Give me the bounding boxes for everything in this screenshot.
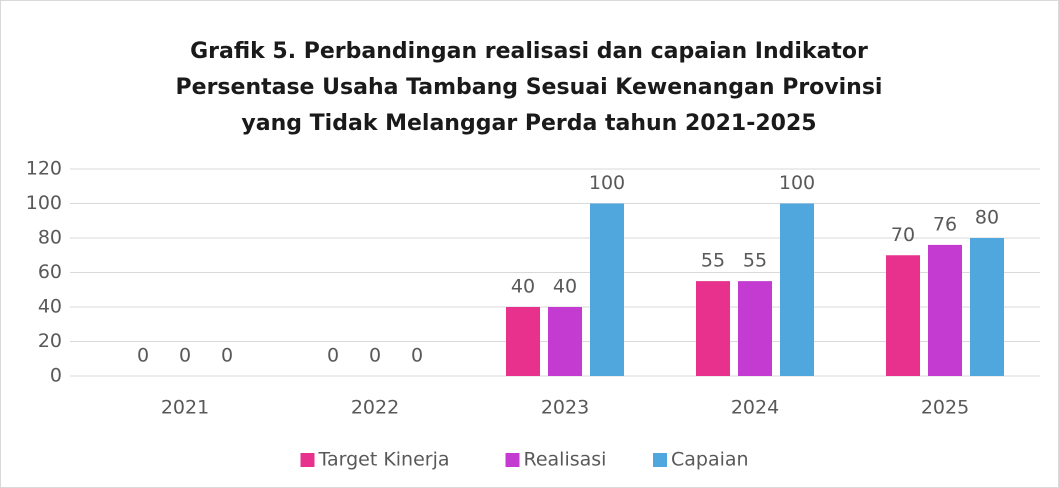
chart-title: Persentase Usaha Tambang Sesuai Kewenang… (176, 75, 883, 100)
y-tick-label: 20 (38, 330, 62, 352)
data-label: 0 (221, 345, 233, 367)
bar (970, 238, 1004, 376)
chart-title: Grafik 5. Perbandingan realisasi dan cap… (190, 39, 868, 64)
bar (738, 281, 772, 376)
data-label: 40 (553, 276, 577, 298)
legend-swatch (505, 453, 520, 467)
data-label: 80 (975, 207, 999, 229)
x-tick-label: 2022 (351, 397, 399, 419)
y-tick-label: 40 (38, 296, 62, 318)
data-label: 0 (369, 345, 381, 367)
data-label: 0 (137, 345, 149, 367)
x-tick-label: 2025 (921, 397, 969, 419)
data-label: 70 (891, 224, 915, 246)
data-label: 100 (589, 172, 625, 194)
y-tick-label: 120 (26, 158, 62, 180)
bar (696, 281, 730, 376)
y-tick-label: 60 (38, 261, 62, 283)
x-tick-label: 2023 (541, 397, 589, 419)
legend-swatch (653, 453, 667, 467)
chart-title: yang Tidak Melanggar Perda tahun 2021-20… (241, 111, 816, 136)
y-tick-label: 100 (26, 192, 62, 214)
data-label: 76 (933, 213, 957, 235)
bar (506, 307, 540, 376)
x-tick-label: 2021 (161, 397, 209, 419)
data-label: 0 (327, 345, 339, 367)
x-tick-label: 2024 (731, 397, 779, 419)
bar (928, 244, 962, 376)
data-label: 100 (779, 172, 815, 194)
bar (590, 203, 624, 376)
data-label: 0 (179, 345, 191, 367)
data-label: 0 (411, 345, 423, 367)
bar (548, 307, 582, 376)
data-label: 55 (701, 250, 725, 272)
y-tick-label: 80 (38, 227, 62, 249)
data-label: 55 (743, 250, 767, 272)
bar (886, 255, 920, 376)
bar (780, 203, 814, 376)
y-tick-label: 0 (50, 365, 62, 387)
legend-swatch (300, 453, 315, 467)
data-label: 40 (511, 276, 535, 298)
legend-label: Target Kinerja (318, 449, 450, 471)
legend-label: Capaian (671, 449, 749, 471)
legend-label: Realisasi (524, 449, 607, 471)
